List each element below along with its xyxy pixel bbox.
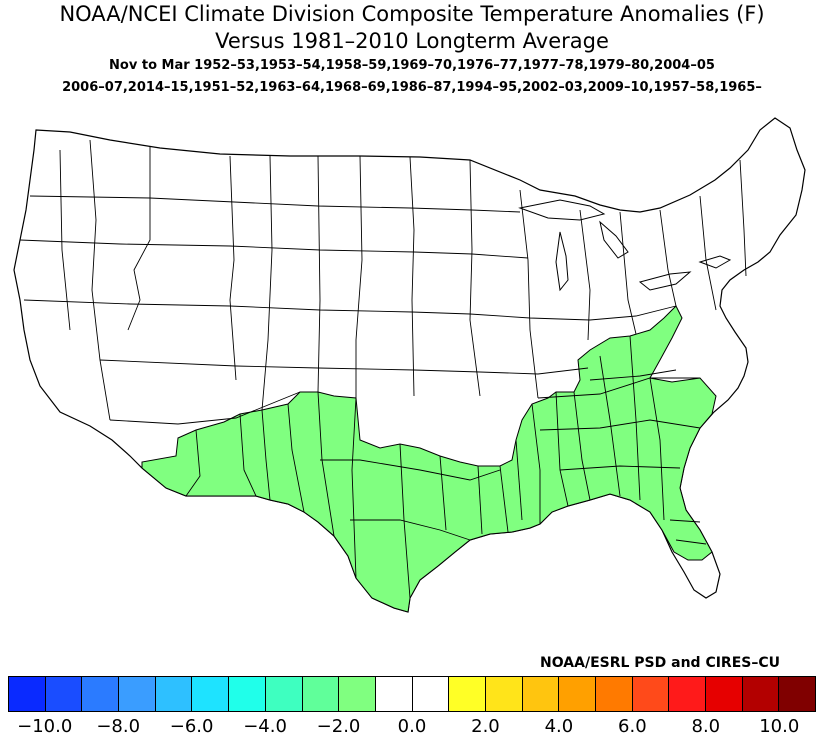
colorbar-swatch [742, 677, 780, 711]
colorbar-swatch [155, 677, 193, 711]
period-years-line: Nov to Mar 1952–53,1953–54,1958–59,1969–… [109, 58, 715, 73]
colorbar-tick-label: 4.0 [544, 716, 574, 737]
colorbar-swatch [192, 677, 230, 711]
colorbar-swatch [82, 677, 120, 711]
credit-label: NOAA/ESRL PSD and CIRES–CU [540, 655, 780, 671]
colorbar-swatch [119, 677, 156, 711]
colorbar-swatch [302, 677, 340, 711]
colorbar-tick-label: 2.0 [471, 716, 500, 737]
colorbar-tick-label: −8.0 [96, 716, 141, 737]
great-lakes [518, 199, 732, 292]
division-boundaries [19, 139, 747, 599]
colorbar-swatch [559, 677, 596, 711]
us-climate-division-map [13, 117, 806, 613]
colorbar-swatch [485, 677, 523, 711]
colorbar-swatch [412, 677, 450, 711]
colorbar-swatch [375, 677, 413, 711]
colorbar-tick-label: −2.0 [316, 716, 361, 737]
colorbar-tick-label: −6.0 [169, 716, 214, 737]
map-title: NOAA/NCEI Climate Division Composite Tem… [59, 2, 765, 26]
colorbar-swatch [632, 677, 670, 711]
colorbar-swatch [596, 677, 633, 711]
years-line: 2006–07,2014–15,1951–52,1963–64,1968–69,… [62, 80, 762, 95]
colorbar-swatch [449, 677, 486, 711]
colorbar-tick-label: 8.0 [691, 716, 721, 737]
colorbar-swatch [339, 677, 376, 711]
colorbar-swatch [779, 677, 816, 711]
colorbar-swatch [706, 677, 743, 711]
colorbar-swatch [669, 677, 707, 711]
anomaly-shaded-region [141, 305, 717, 613]
colorbar [8, 676, 816, 712]
colorbar-swatch [45, 677, 83, 711]
colorbar-swatch [265, 677, 303, 711]
map-subtitle: Versus 1981–2010 Longterm Average [215, 29, 609, 53]
colorbar-tick-label: 10.0 [759, 716, 800, 737]
colorbar-tick-label: 6.0 [618, 716, 647, 737]
colorbar-tick-label: −10.0 [17, 716, 73, 737]
colorbar-swatch [229, 677, 266, 711]
colorbar-swatch [9, 677, 46, 711]
colorbar-tick-label: 0.0 [397, 716, 427, 737]
colorbar-tick-label: −4.0 [243, 716, 287, 737]
colorbar-swatch [522, 677, 560, 711]
colorbar-tick-labels: −10.0 −8.0 −6.0 −4.0 −2.0 0.0 2.0 4.0 6.0 8.0 10.0 [8, 716, 816, 740]
